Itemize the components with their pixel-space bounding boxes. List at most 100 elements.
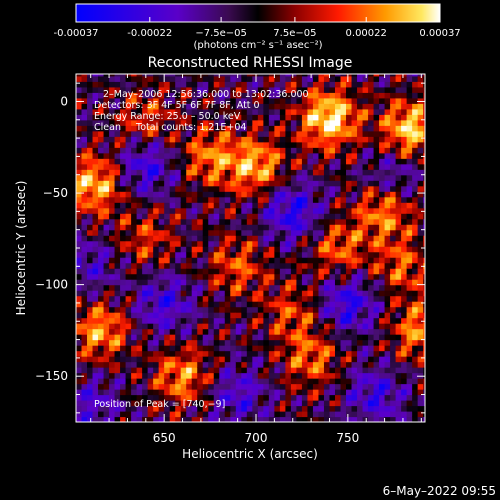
heatmap-cell	[346, 191, 353, 198]
heatmap-cell	[351, 345, 358, 352]
heatmap-cell	[257, 383, 264, 390]
heatmap-cell	[423, 191, 425, 198]
heatmap-cell	[357, 202, 364, 209]
heatmap-cell	[318, 411, 325, 418]
heatmap-cell	[191, 169, 198, 176]
heatmap-cell	[219, 218, 226, 225]
heatmap-cell	[224, 411, 231, 418]
heatmap-cell	[213, 74, 220, 77]
heatmap-cell	[252, 119, 259, 126]
heatmap-cell	[318, 213, 325, 220]
heatmap-cell	[197, 196, 204, 203]
heatmap-cell	[268, 345, 275, 352]
heatmap-cell	[412, 323, 419, 330]
heatmap-cell	[92, 158, 99, 165]
heatmap-cell	[368, 235, 375, 242]
heatmap-cell	[318, 125, 325, 132]
heatmap-cell	[153, 290, 160, 297]
heatmap-cell	[329, 257, 336, 264]
heatmap-cell	[329, 416, 336, 422]
heatmap-cell	[263, 86, 270, 93]
heatmap-cell	[98, 136, 105, 143]
heatmap-cell	[87, 229, 94, 236]
heatmap-cell	[307, 306, 314, 313]
heatmap-cell	[81, 125, 88, 132]
heatmap-cell	[285, 356, 292, 363]
heatmap-cell	[379, 229, 386, 236]
heatmap-cell	[263, 389, 270, 396]
heatmap-cell	[235, 213, 242, 220]
heatmap-cell	[147, 92, 154, 99]
heatmap-cell	[158, 224, 165, 231]
heatmap-cell	[263, 224, 270, 231]
heatmap-cell	[263, 141, 270, 148]
heatmap-cell	[312, 81, 320, 88]
heatmap-cell	[279, 158, 286, 165]
heatmap-cell	[252, 268, 259, 275]
heatmap-cell	[186, 383, 193, 390]
heatmap-cell	[401, 152, 408, 159]
heatmap-cell	[213, 202, 220, 209]
heatmap-cell	[312, 108, 320, 115]
heatmap-cell	[246, 246, 253, 253]
heatmap-cell	[147, 301, 154, 308]
heatmap-cell	[125, 169, 132, 176]
heatmap-cell	[230, 328, 237, 335]
heatmap-cell	[384, 251, 391, 258]
heatmap-cell	[153, 383, 160, 390]
heatmap-cell	[312, 163, 320, 170]
heatmap-cell	[290, 306, 298, 313]
heatmap-cell	[125, 86, 132, 93]
heatmap-cell	[379, 405, 386, 412]
heatmap-cell	[285, 103, 292, 110]
heatmap-cell	[103, 86, 110, 93]
heatmap-cell	[219, 268, 226, 275]
heatmap-cell	[109, 405, 116, 412]
heatmap-cell	[357, 119, 364, 126]
heatmap-cell	[252, 114, 259, 121]
heatmap-cell	[98, 416, 105, 422]
heatmap-cell	[131, 405, 138, 412]
heatmap-cell	[92, 81, 99, 88]
heatmap-cell	[208, 103, 215, 110]
heatmap-cell	[241, 323, 248, 330]
heatmap-cell	[213, 97, 220, 104]
heatmap-cell	[379, 86, 386, 93]
heatmap-cell	[246, 350, 253, 357]
heatmap-cell	[373, 356, 380, 363]
heatmap-cell	[175, 136, 182, 143]
heatmap-cell	[241, 141, 248, 148]
heatmap-cell	[252, 367, 259, 374]
heatmap-cell	[334, 158, 342, 165]
heatmap-cell	[307, 86, 314, 93]
heatmap-cell	[384, 317, 391, 324]
heatmap-cell	[186, 152, 193, 159]
heatmap-cell	[158, 92, 165, 99]
heatmap-cell	[390, 328, 397, 335]
heatmap-cell	[312, 152, 320, 159]
heatmap-cell	[81, 213, 88, 220]
heatmap-cell	[252, 229, 259, 236]
heatmap-cell	[114, 207, 121, 214]
heatmap-cell	[230, 141, 237, 148]
heatmap-cell	[219, 202, 226, 209]
heatmap-cell	[98, 323, 105, 330]
heatmap-cell	[191, 224, 198, 231]
heatmap-cell	[318, 218, 325, 225]
heatmap-cell	[274, 103, 281, 110]
heatmap-cell	[246, 74, 253, 77]
heatmap-cell	[406, 229, 413, 236]
heatmap-cell	[197, 92, 204, 99]
heatmap-cell	[125, 130, 132, 137]
heatmap-cell	[268, 136, 275, 143]
heatmap-cell	[318, 158, 325, 165]
heatmap-cell	[241, 224, 248, 231]
heatmap-cell	[230, 246, 237, 253]
heatmap-cell	[412, 295, 419, 302]
heatmap-cell	[412, 185, 419, 192]
heatmap-cell	[423, 290, 425, 297]
heatmap-cell	[384, 378, 391, 385]
heatmap-cell	[390, 378, 397, 385]
heatmap-cell	[357, 306, 364, 313]
heatmap-cell	[103, 400, 110, 407]
